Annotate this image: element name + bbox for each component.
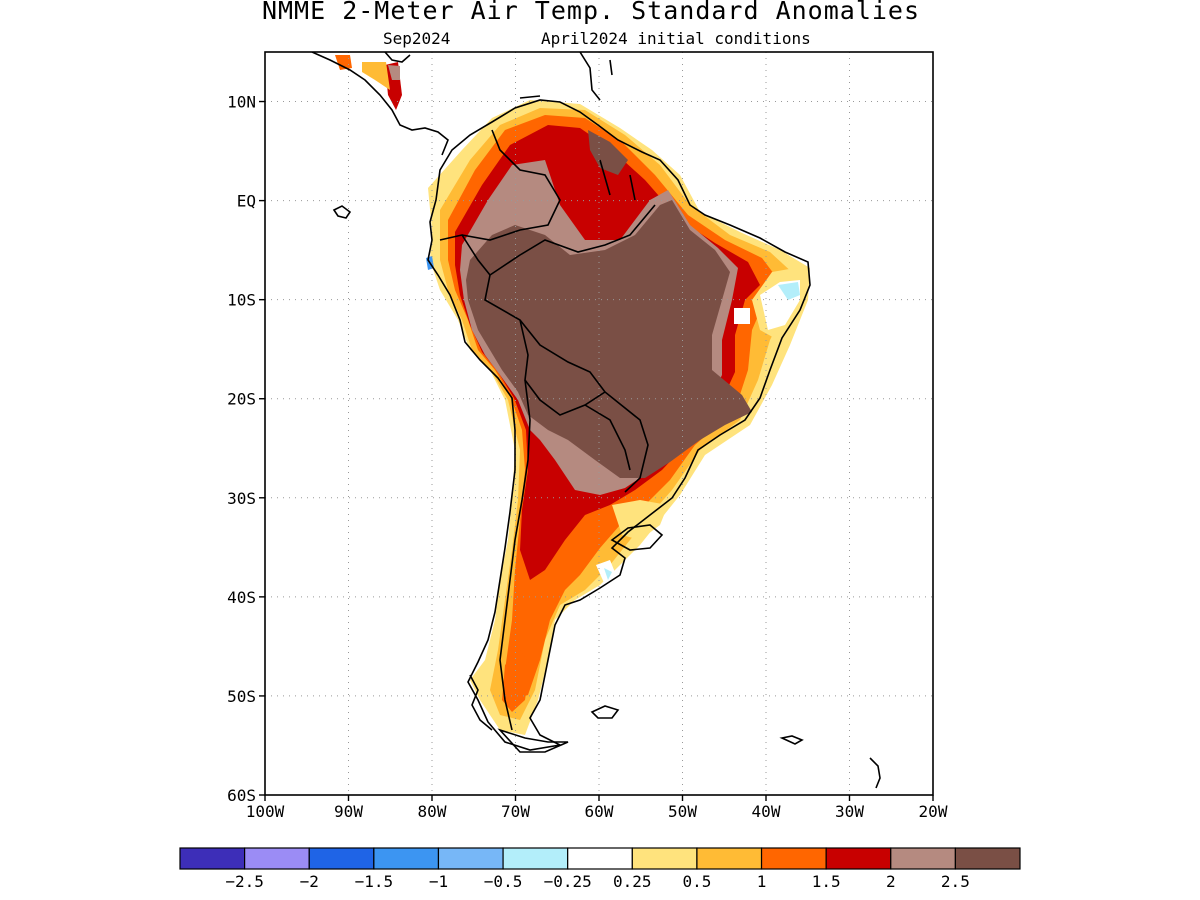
lon-tick-label: 40W xyxy=(752,802,781,821)
coast-galapagos xyxy=(332,205,352,219)
field-argentina-cyan xyxy=(604,568,612,580)
field-ne-white-box xyxy=(734,308,750,324)
legend-label: 0.25 xyxy=(613,872,652,891)
coast-south-georgia xyxy=(779,735,804,745)
border-argentina-chile xyxy=(499,379,531,731)
legend-label: −2 xyxy=(300,872,319,891)
map-title: NMME 2-Meter Air Temp. Standard Anomalie… xyxy=(261,0,921,25)
legend-swatch xyxy=(825,847,892,870)
field-darkbrown xyxy=(466,200,752,478)
legend-label: −2.5 xyxy=(225,872,264,891)
legend-swatch xyxy=(954,847,1021,870)
legend-label: −1 xyxy=(429,872,448,891)
legend-swatch xyxy=(244,847,310,870)
lat-tick-label: 40S xyxy=(227,588,256,607)
legend-label: −0.25 xyxy=(544,872,592,891)
legend-swatch xyxy=(760,847,827,870)
initial-conditions: April2024 initial conditions xyxy=(541,29,811,48)
legend-label: 2.5 xyxy=(941,872,970,891)
field-centralam-yellow xyxy=(362,62,390,90)
field-patagonia-orange xyxy=(502,650,530,712)
legend-label: −1.5 xyxy=(355,872,394,891)
legend-swatch xyxy=(373,847,440,870)
legend-swatch xyxy=(179,847,246,870)
color-legend: −2.5 −2 −1.5 −1 −0.5 −0.25 0.25 0.5 1 1.5 2 2.5 xyxy=(179,847,1021,891)
border-peru-ecuador xyxy=(439,234,491,276)
lat-tick-label: 30S xyxy=(227,489,256,508)
coast-yucatan xyxy=(384,52,411,63)
legend-label: −0.5 xyxy=(484,872,523,891)
lat-tick-label: EQ xyxy=(237,192,256,211)
legend-swatch xyxy=(631,847,698,870)
border-guianas xyxy=(599,159,636,201)
legend-swatch xyxy=(502,847,569,870)
lon-tick-label: 90W xyxy=(334,802,363,821)
lon-tick-label: 100W xyxy=(246,802,285,821)
legend-swatch xyxy=(890,847,956,870)
border-colombia-venezuela xyxy=(461,129,561,241)
lon-tick-label: 70W xyxy=(501,802,530,821)
coast-uruguay xyxy=(610,524,664,551)
forecast-month: Sep2024 xyxy=(383,29,451,48)
legend-swatch xyxy=(696,847,763,870)
lat-tick-label: 20S xyxy=(227,390,256,409)
field-ne-cyan xyxy=(778,282,800,300)
anomaly-shading xyxy=(335,55,810,735)
field-centralam-brown xyxy=(388,65,400,80)
coast-central-america xyxy=(311,52,449,156)
border-paraguay xyxy=(584,404,631,471)
legend-swatch xyxy=(308,847,375,870)
lat-tick-label: 60S xyxy=(227,786,256,805)
legend-label: 2 xyxy=(886,872,896,891)
coast-south-sandwich xyxy=(869,757,881,789)
border-brazil xyxy=(484,204,656,493)
lat-tick-label: 50S xyxy=(227,687,256,706)
field-centralam-orange xyxy=(335,55,352,70)
legend-label: 1 xyxy=(757,872,767,891)
lon-tick-label: 20W xyxy=(919,802,948,821)
lon-tick-label: 80W xyxy=(418,802,447,821)
legend-swatch xyxy=(437,847,504,870)
coastlines xyxy=(311,52,881,789)
map-axes: 100W 90W 80W 70W 60W 50W 40W 30W 20W 10N EQ 10S 20S 3… xyxy=(227,93,948,821)
legend-label: 0.5 xyxy=(682,872,711,891)
coast-south-america xyxy=(427,99,811,751)
legend-swatch xyxy=(567,847,633,870)
legend-label: 1.5 xyxy=(812,872,841,891)
field-darkbrown-north xyxy=(588,130,628,175)
lat-tick-label: 10N xyxy=(227,93,256,112)
lat-tick-label: 10S xyxy=(227,291,256,310)
lon-tick-label: 50W xyxy=(668,802,697,821)
lon-tick-label: 60W xyxy=(585,802,614,821)
coast-tierra-del-fuego xyxy=(497,728,569,753)
lon-tick-label: 30W xyxy=(835,802,864,821)
coast-caribbean-islands xyxy=(519,52,613,101)
coast-chile-archipelago xyxy=(469,674,493,731)
coast-falklands xyxy=(590,705,620,719)
